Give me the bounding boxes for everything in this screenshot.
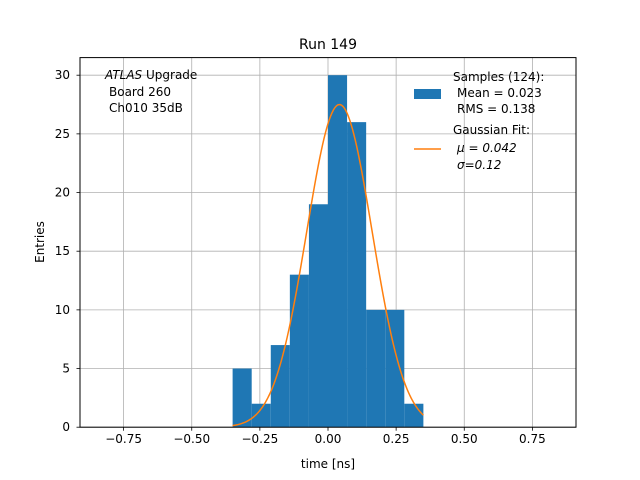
- histogram-bar: [270, 345, 290, 428]
- histogram-bar: [251, 403, 271, 428]
- y-tick-label: 15: [55, 244, 70, 258]
- y-tick-label: 20: [55, 186, 70, 200]
- x-tick-label: −0.25: [241, 432, 278, 446]
- x-tick-label: 0.50: [451, 432, 478, 446]
- y-tick-label: 25: [55, 127, 70, 141]
- x-axis-ticks: −0.75 −0.50 −0.25 0.00 0.25 0.50 0.75: [105, 427, 546, 446]
- gaussian-fit-curve: [232, 103, 424, 427]
- histogram-bar: [289, 274, 309, 428]
- y-axis-ticks: 0 5 10 15 20 25 30: [55, 68, 80, 434]
- chart-title: Run 149: [299, 37, 357, 53]
- x-axis-label: time [ns]: [301, 457, 355, 471]
- annotation-text: ATLAS Upgrade Board 260 Ch010 35dB: [104, 68, 197, 115]
- legend-fit-label: Gaussian Fit:: [453, 123, 530, 137]
- histogram-bar: [347, 122, 367, 428]
- histogram-bar: [385, 309, 405, 428]
- legend-samples-swatch: [414, 89, 441, 99]
- legend-samples-label: Samples (124):: [453, 70, 544, 84]
- y-tick-label: 30: [55, 68, 70, 82]
- y-tick-label: 10: [55, 303, 70, 317]
- x-tick-label: 0.75: [519, 432, 546, 446]
- legend-mean: Mean = 0.023: [457, 86, 542, 100]
- histogram-bars: [232, 75, 424, 428]
- channel-label: Ch010 35dB: [109, 101, 183, 115]
- legend-rms: RMS = 0.138: [457, 102, 535, 116]
- histogram-bar: [404, 403, 424, 428]
- x-tick-label: 0.00: [315, 432, 342, 446]
- x-tick-label: −0.75: [105, 432, 142, 446]
- experiment-suffix: Upgrade: [142, 68, 197, 82]
- legend: Samples (124): Mean = 0.023 RMS = 0.138 …: [414, 70, 544, 172]
- histogram-bar: [232, 368, 252, 428]
- experiment-name: ATLAS: [104, 68, 143, 82]
- svg-text:ATLAS Upgrade: ATLAS Upgrade: [104, 68, 197, 82]
- board-label: Board 260: [109, 85, 171, 99]
- legend-sigma: σ=0.12: [457, 158, 501, 172]
- legend-mu: μ = 0.042: [456, 141, 517, 155]
- y-axis-label: Entries: [33, 221, 47, 263]
- histogram-bar: [308, 204, 328, 428]
- x-tick-label: −0.50: [173, 432, 210, 446]
- histogram-bar: [328, 75, 348, 428]
- x-tick-label: 0.25: [383, 432, 410, 446]
- y-tick-label: 0: [62, 420, 70, 434]
- y-tick-label: 5: [62, 362, 70, 376]
- histogram-bar: [366, 309, 386, 428]
